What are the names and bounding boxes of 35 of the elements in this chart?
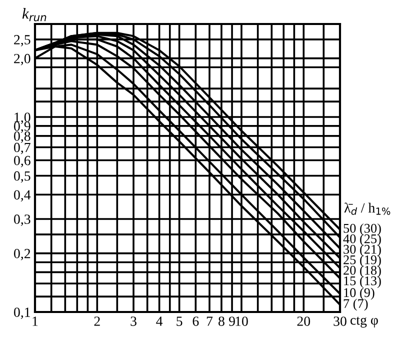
x-tick-label: 20 [297, 316, 310, 326]
y-tick-label: 0,5 [14, 171, 30, 183]
x-tick-label: 7 [206, 316, 213, 326]
series-label: 30 (21) [344, 244, 381, 256]
series-label: 7 (7) [344, 298, 368, 311]
x-tick-label: 30 [334, 316, 346, 326]
x-axis-title: ctg φ [350, 316, 378, 328]
y-tick-label: 0,8 [14, 132, 30, 143]
series-label: 40 (25) [343, 234, 381, 246]
y-tick-label: 0,4 [14, 190, 31, 202]
series-label: 15 (13) [344, 276, 381, 288]
x-tick-label: 9 [229, 316, 235, 326]
y-axis-title: k$_{run}$ [22, 8, 46, 22]
x-tick-label: 2 [94, 316, 100, 326]
series-label: 25 (19) [344, 254, 381, 267]
x-tick-label: 1 [32, 316, 38, 326]
y-tick-label: 0,3 [14, 214, 30, 226]
x-tick-label: 3 [130, 316, 136, 326]
y-tick-label: 0,1 [14, 308, 30, 319]
x-tick-label: 5 [176, 316, 182, 326]
series-label: 20 (18) [344, 265, 381, 278]
x-tick-label: 6 [192, 316, 199, 326]
y-tick-label: 0,2 [14, 248, 30, 260]
legend-title: λ̄$_{d}$ / h$_{1%}$ [344, 202, 390, 215]
series-label: 10 (9) [344, 288, 374, 300]
y-tick-label: 0,6 [14, 156, 30, 168]
x-tick-label: 8 [218, 316, 224, 326]
y-tick-label: 1,0 [14, 112, 30, 124]
y-tick-label: 0,9 [14, 122, 30, 133]
y-tick-label: 2,5 [14, 35, 30, 46]
y-tick-label: 2,0 [14, 54, 30, 66]
y-tick-label: 0,7 [14, 142, 30, 154]
x-tick-label: 10 [236, 316, 248, 326]
series-label: 50 (30) [344, 223, 381, 236]
x-tick-label: 4 [156, 316, 163, 326]
